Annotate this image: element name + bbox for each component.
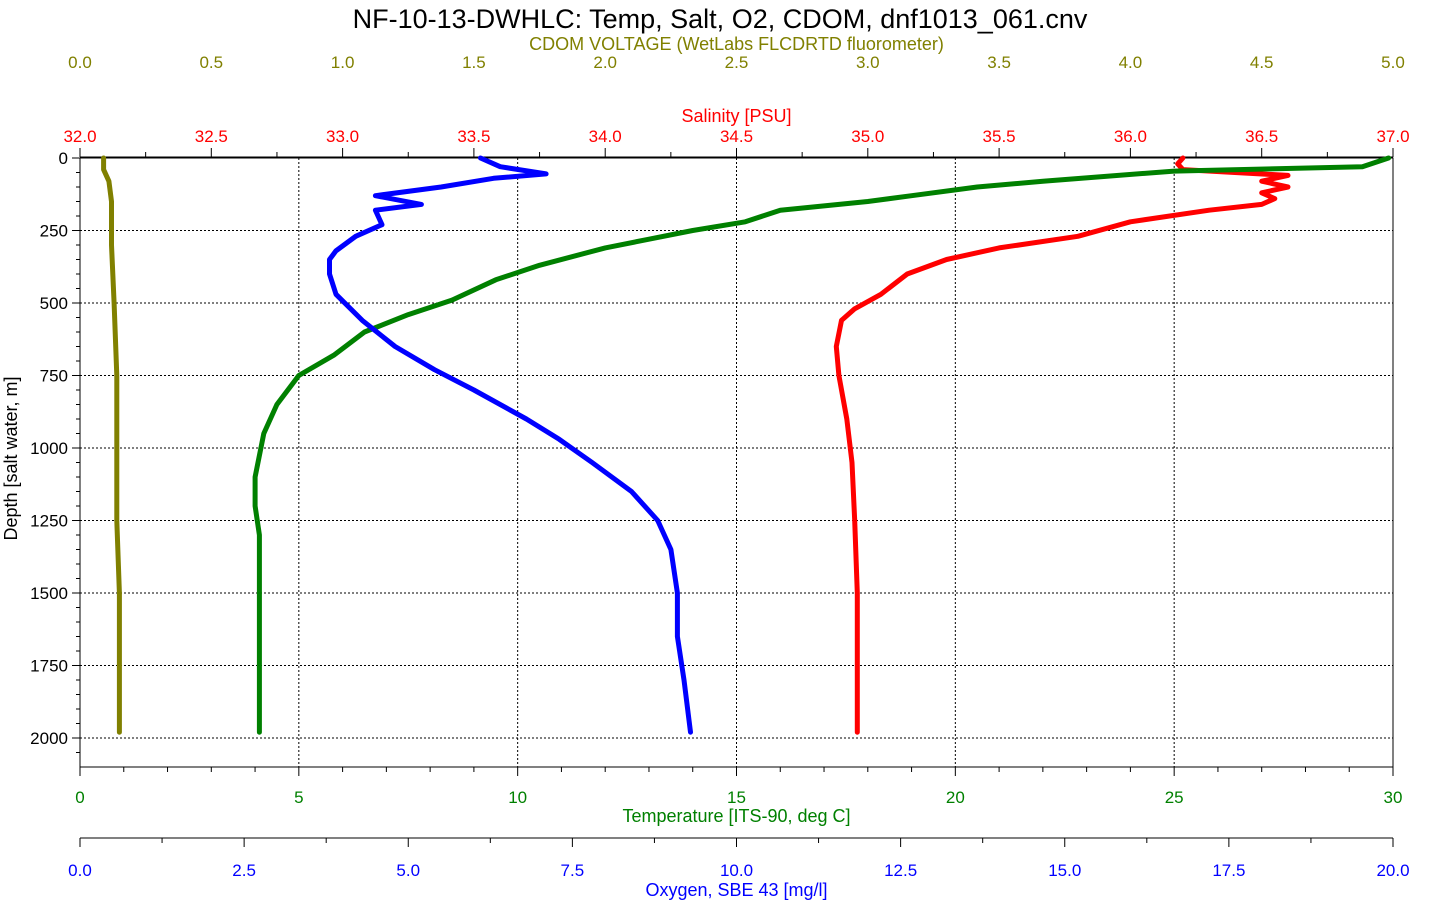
chart-title: NF-10-13-DWHLC: Temp, Salt, O2, CDOM, dn… (353, 4, 1088, 34)
oxygen-tick-label: 17.5 (1212, 861, 1245, 880)
salinity-tick-label: 35.5 (983, 127, 1016, 146)
y-tick-label: 1750 (30, 657, 68, 676)
temperature-tick-label: 20 (946, 788, 965, 807)
salinity-tick-label: 36.0 (1114, 127, 1147, 146)
temperature-tick-label: 5 (294, 788, 303, 807)
oxygen-tick-label: 10.0 (720, 861, 753, 880)
oxygen-series-line (327, 155, 693, 735)
cdom-tick-label: 4.0 (1119, 53, 1143, 72)
grid-lines (80, 158, 1393, 767)
oxygen-axis-title: Oxygen, SBE 43 [mg/l] (645, 880, 827, 900)
cdom-tick-label: 1.0 (331, 53, 355, 72)
y-tick-label: 750 (40, 367, 68, 386)
y-tick-label: 1250 (30, 512, 68, 531)
y-tick-label: 500 (40, 294, 68, 313)
temperature-axis-title: Temperature [ITS-90, deg C] (622, 806, 850, 826)
y-tick-label: 250 (40, 222, 68, 241)
cdom-series-line (101, 155, 122, 735)
y-axis: 0 250 500 750 1000 1250 1500 1750 2000 Depth [sal… (1, 149, 80, 753)
oxygen-axis: 0.0 2.5 5.0 7.5 10.0 12.5 15.0 17.5 20.0 Oxygen, … (68, 837, 1410, 900)
cdom-tick-label: 5.0 (1381, 53, 1405, 72)
temperature-tick-label: 15 (727, 788, 746, 807)
salinity-tick-label: 33.5 (457, 127, 490, 146)
cdom-tick-label: 2.0 (593, 53, 617, 72)
salinity-tick-label: 35.0 (851, 127, 884, 146)
y-tick-label: 2000 (30, 729, 68, 748)
y-tick-label: 0 (59, 149, 68, 168)
salinity-axis: 32.0 32.5 33.0 33.5 34.0 34.5 35.0 35.5 36.0 36.5… (63, 106, 1410, 158)
y-tick-label: 1000 (30, 439, 68, 458)
temperature-tick-label: 30 (1384, 788, 1403, 807)
cdom-tick-label: 0.0 (68, 53, 92, 72)
y-tick-label: 1500 (30, 584, 68, 603)
oxygen-tick-label: 7.5 (561, 861, 585, 880)
cdom-axis: 0.0 0.5 1.0 1.5 2.0 2.5 3.0 3.5 4.0 4.5 5.0 CDOM VO… (68, 34, 1405, 72)
salinity-series-line (833, 155, 1291, 735)
cdom-tick-label: 4.5 (1250, 53, 1274, 72)
oxygen-tick-label: 5.0 (396, 861, 420, 880)
cdom-tick-label: 0.5 (199, 53, 223, 72)
oxygen-tick-label: 0.0 (68, 861, 92, 880)
salinity-tick-label: 34.5 (720, 127, 753, 146)
salinity-tick-label: 34.0 (589, 127, 622, 146)
salinity-tick-label: 33.0 (326, 127, 359, 146)
oxygen-tick-label: 12.5 (884, 861, 917, 880)
y-axis-title: Depth [salt water, m] (1, 376, 21, 540)
temperature-series-line (252, 155, 1392, 735)
oxygen-tick-label: 2.5 (232, 861, 256, 880)
cdom-tick-label: 3.5 (987, 53, 1011, 72)
data-series (101, 155, 1392, 735)
oxygen-tick-label: 20.0 (1376, 861, 1409, 880)
salinity-tick-label: 32.0 (63, 127, 96, 146)
cdom-axis-title: CDOM VOLTAGE (WetLabs FLCDRTD fluoromete… (529, 34, 944, 54)
temperature-axis: 0 5 10 15 20 25 30 Temperature [ITS-90, deg C] (75, 766, 1403, 826)
temperature-tick-label: 10 (508, 788, 527, 807)
salinity-tick-label: 32.5 (195, 127, 228, 146)
salinity-tick-label: 37.0 (1376, 127, 1409, 146)
salinity-tick-label: 36.5 (1245, 127, 1278, 146)
temperature-tick-label: 25 (1165, 788, 1184, 807)
salinity-axis-title: Salinity [PSU] (681, 106, 791, 126)
cdom-tick-label: 1.5 (462, 53, 486, 72)
cdom-tick-label: 2.5 (725, 53, 749, 72)
temperature-tick-label: 0 (75, 788, 84, 807)
oxygen-tick-label: 15.0 (1048, 861, 1081, 880)
cdom-tick-label: 3.0 (856, 53, 880, 72)
